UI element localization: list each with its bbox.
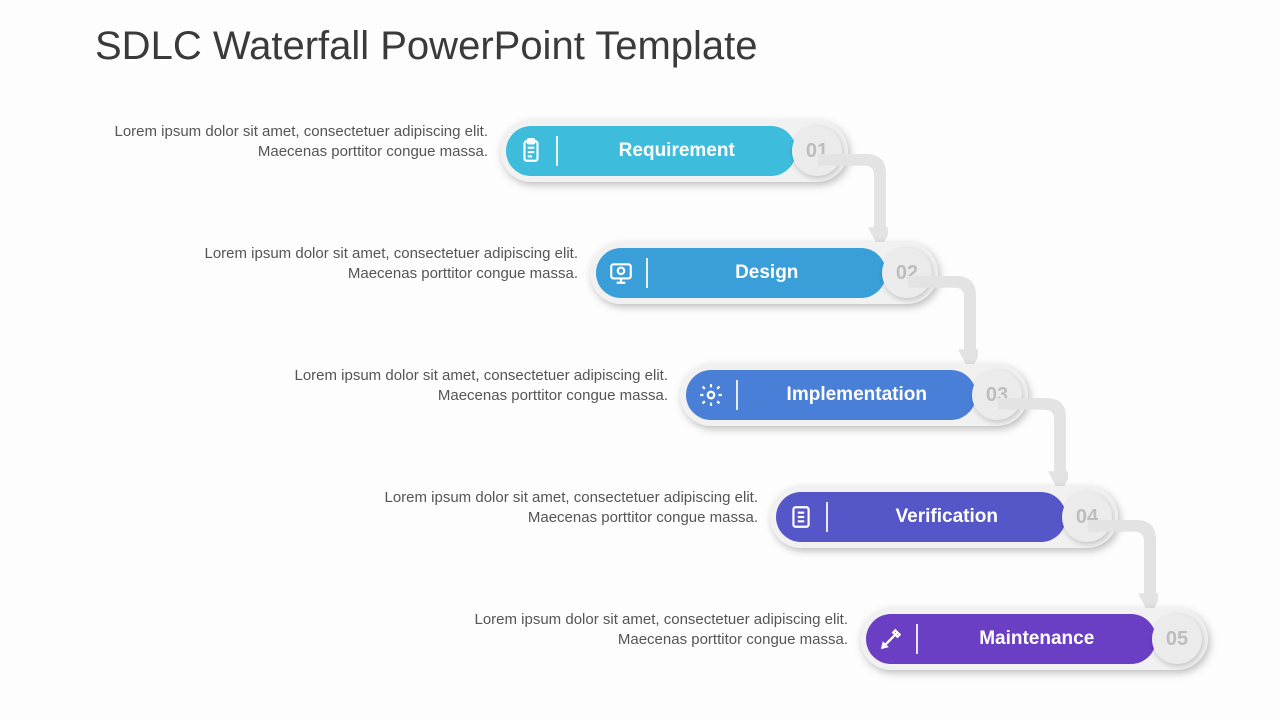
monitor-icon <box>596 260 646 286</box>
step-label: Implementation <box>738 384 977 406</box>
step-label: Design <box>648 262 887 284</box>
step-pill: Requirement01 <box>500 120 848 182</box>
clipboard-icon <box>506 138 556 164</box>
step-description: Lorem ipsum dolor sit amet, consectetuer… <box>168 244 578 285</box>
step-label: Maintenance <box>918 628 1157 650</box>
waterfall-diagram: Lorem ipsum dolor sit amet, consectetuer… <box>0 0 1280 720</box>
tools-icon <box>866 626 916 652</box>
step-description: Lorem ipsum dolor sit amet, consectetuer… <box>258 366 668 407</box>
step-description: Lorem ipsum dolor sit amet, consectetuer… <box>348 488 758 529</box>
step-label: Requirement <box>558 140 797 162</box>
checklist-icon <box>776 504 826 530</box>
step-pill: Design02 <box>590 242 938 304</box>
step-pill: Verification04 <box>770 486 1118 548</box>
step-pill: Implementation03 <box>680 364 1028 426</box>
step-pill: Maintenance05 <box>860 608 1208 670</box>
step-label: Verification <box>828 506 1067 528</box>
step-description: Lorem ipsum dolor sit amet, consectetuer… <box>438 610 848 651</box>
step-description: Lorem ipsum dolor sit amet, consectetuer… <box>78 122 488 163</box>
gear-icon <box>686 382 736 408</box>
step-number-badge: 05 <box>1152 614 1202 664</box>
